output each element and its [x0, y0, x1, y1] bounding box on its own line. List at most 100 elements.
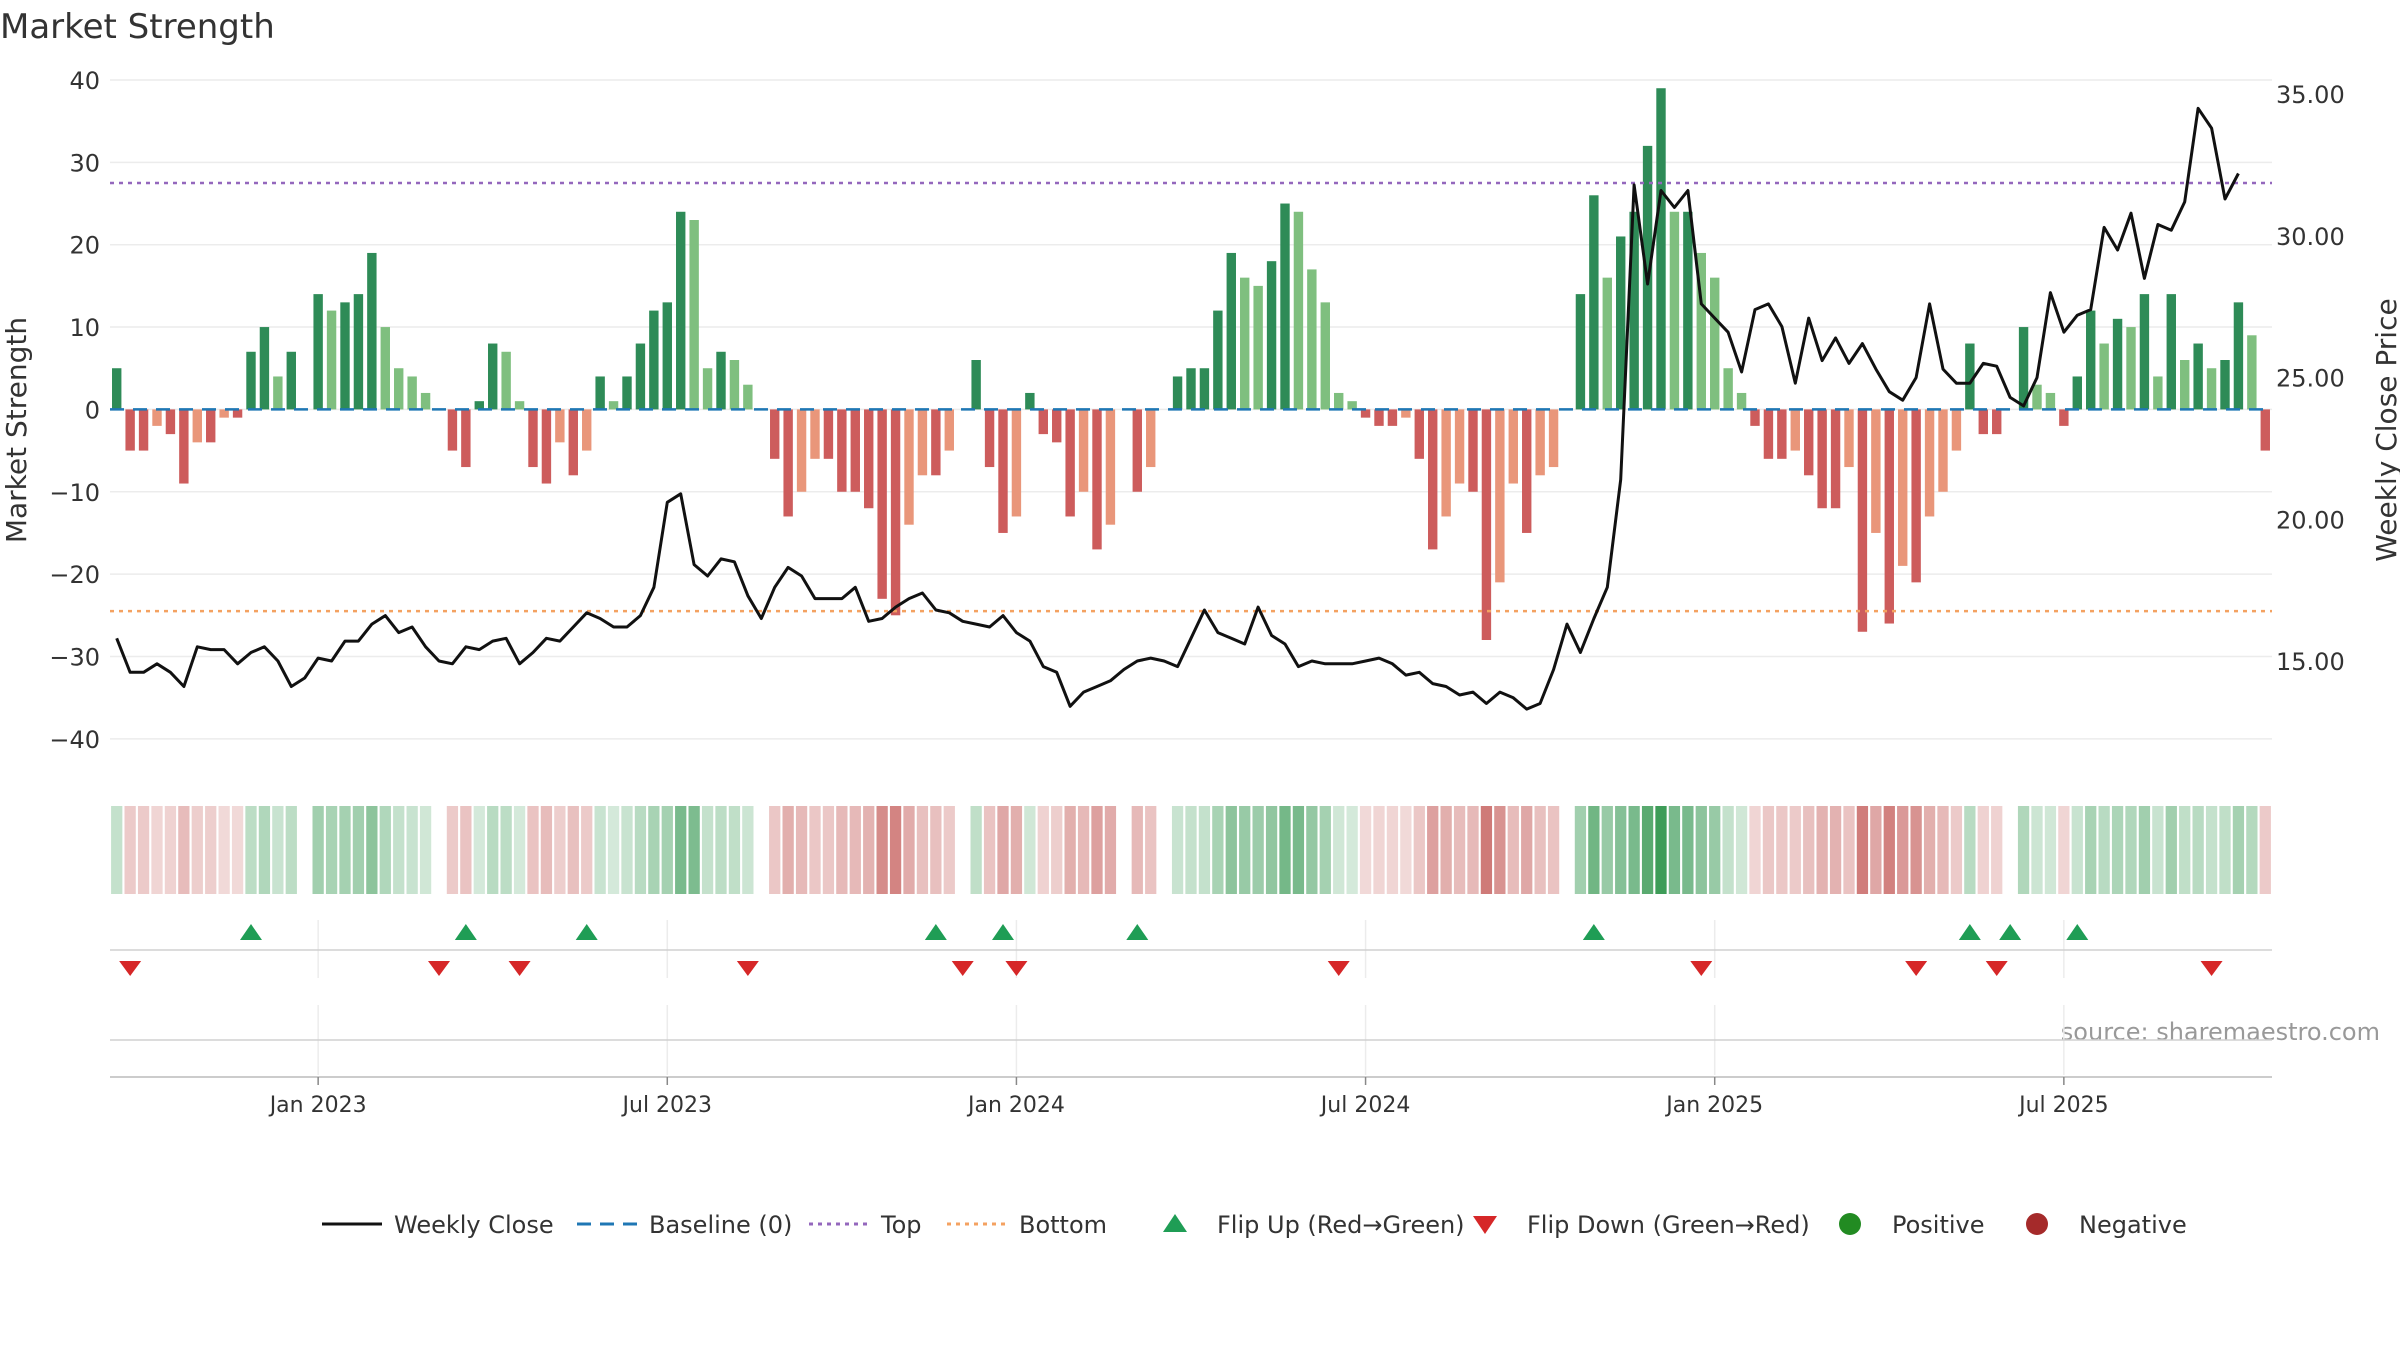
heat-cell: [567, 806, 579, 894]
left-y-tick-label: 30: [69, 149, 100, 177]
heat-cell: [2205, 806, 2218, 894]
strength-bar: [1347, 401, 1357, 410]
strength-bar: [138, 409, 149, 451]
strength-bar: [1951, 409, 1962, 451]
heat-cell: [836, 806, 848, 894]
flip-up-marker: [1126, 924, 1149, 940]
strength-bar: [232, 409, 243, 418]
strength-bar: [2018, 327, 2029, 410]
grid-layer: [110, 79, 2272, 1075]
heat-cell: [554, 806, 566, 894]
heat-cell: [1937, 806, 1949, 894]
strength-bar: [1777, 409, 1787, 459]
heat-cell: [970, 806, 982, 894]
strength-bar: [259, 327, 270, 410]
strength-bar: [2086, 310, 2096, 410]
heat-cell: [2031, 806, 2043, 894]
strength-bar: [380, 327, 390, 410]
strength-bar: [1307, 269, 1317, 410]
strength-bar: [1978, 409, 1988, 435]
strength-bar: [1602, 277, 1612, 410]
heat-cell: [769, 806, 781, 894]
strength-bar: [810, 409, 820, 459]
strength-bar: [864, 409, 874, 509]
strength-bar: [1401, 409, 1411, 418]
heat-cell: [339, 806, 351, 894]
flip-up-marker: [1958, 924, 1981, 940]
heat-cell: [1789, 806, 1801, 894]
legend-label: Weekly Close: [394, 1211, 554, 1239]
heat-cell: [1762, 806, 1775, 894]
strength-bar: [1253, 285, 1263, 410]
heat-cell: [366, 806, 378, 894]
heat-cell: [111, 806, 123, 894]
legend-label: Flip Up (Red→Green): [1217, 1211, 1465, 1239]
heat-cell: [1668, 806, 1681, 894]
heat-cell: [352, 806, 365, 894]
strength-bar: [1105, 409, 1116, 525]
strength-bar: [2220, 360, 2230, 410]
strength-bar: [1522, 409, 1532, 533]
heat-cell: [849, 806, 861, 894]
strength-bar: [1629, 211, 1639, 410]
strength-bar: [1199, 368, 1210, 410]
strength-bar: [743, 384, 753, 410]
strength-bar: [1763, 409, 1774, 459]
strength-bar: [353, 294, 364, 410]
flip-up-marker: [240, 924, 262, 940]
heat-cell: [2098, 806, 2110, 894]
strength-bar: [716, 351, 726, 410]
strength-bar: [1938, 409, 1948, 492]
legend-label: Baseline (0): [649, 1211, 792, 1239]
heat-cell: [2071, 806, 2083, 894]
legend-swatch: [1163, 1214, 1187, 1232]
right-y-tick-label: 30.00: [2276, 223, 2345, 251]
weekly-close-line: [115, 106, 2240, 711]
strength-bar: [1065, 409, 1075, 517]
heat-cell: [1239, 806, 1251, 894]
heat-cell: [1212, 806, 1224, 894]
heat-cell: [1628, 806, 1640, 894]
heat-cell: [1306, 806, 1318, 894]
heat-cell: [1145, 806, 1157, 894]
flip-down-marker: [119, 961, 142, 976]
strength-bar: [702, 368, 713, 410]
heat-cell: [2165, 806, 2177, 894]
x-tick-label: Jul 2024: [1319, 1093, 1411, 1118]
heat-cell: [1064, 806, 1076, 894]
left-y-tick-label: 20: [69, 232, 100, 260]
x-tick-label: Jan 2023: [268, 1093, 367, 1118]
strength-bar: [1857, 409, 1868, 632]
x-tick-label: Jan 2025: [1664, 1093, 1763, 1118]
strength-bar: [394, 368, 404, 410]
heat-cell: [1427, 806, 1439, 894]
heat-cell: [607, 806, 620, 894]
flip-down-marker: [1985, 961, 2008, 976]
heat-cell: [661, 806, 673, 894]
legend: Weekly Close Baseline (0) Top Bottom Flip Up…: [322, 1211, 2187, 1239]
strength-bar: [1696, 252, 1706, 410]
heat-cell: [1077, 806, 1090, 894]
strength-bar: [2166, 294, 2176, 410]
heat-cell: [191, 806, 203, 894]
heat-cell: [406, 806, 418, 894]
heat-cell: [715, 806, 727, 894]
strength-bar: [179, 409, 189, 484]
heat-cell: [1185, 806, 1197, 894]
heat-cell: [863, 806, 875, 894]
heat-cell: [1279, 806, 1291, 894]
heat-cell: [1467, 806, 1479, 894]
heat-cell: [205, 806, 217, 894]
strength-bar: [1025, 392, 1035, 410]
heat-cell: [621, 806, 633, 894]
legend-item: Negative: [2026, 1211, 2187, 1239]
strength-bar: [2139, 294, 2150, 410]
left-y-tick-label: 40: [69, 67, 100, 95]
strength-bar: [1334, 392, 1344, 410]
strength-bar: [1414, 409, 1424, 459]
flip-down-marker: [1690, 961, 1713, 976]
left-y-tick-label: −20: [49, 561, 100, 589]
strength-bar: [1736, 392, 1747, 410]
heat-cell: [1024, 806, 1036, 894]
heat-cell: [1400, 806, 1412, 894]
